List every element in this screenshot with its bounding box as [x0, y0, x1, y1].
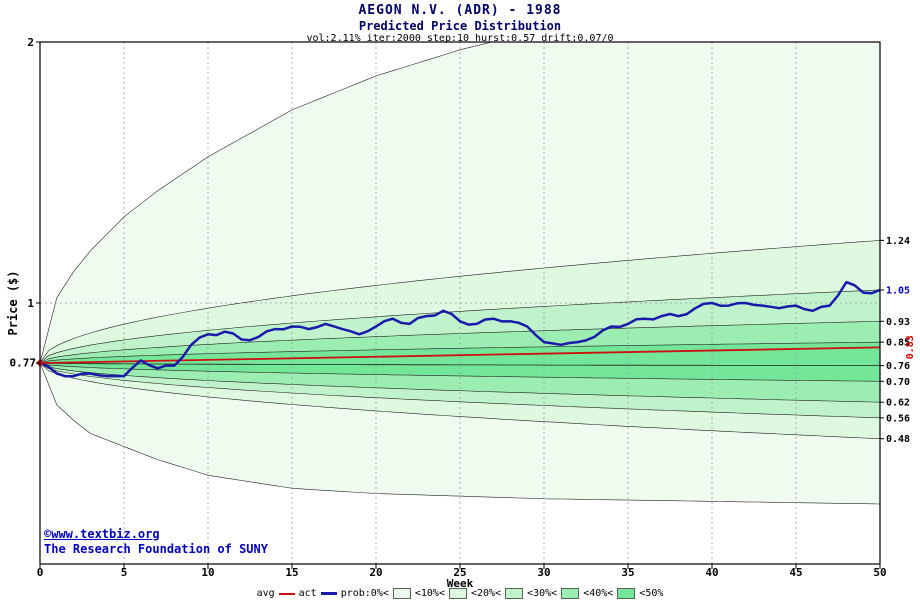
- chart-title: AEGON N.V. (ADR) - 1988: [358, 3, 562, 18]
- right-axis-label: 1.05: [886, 285, 910, 296]
- legend-swatch: [448, 588, 467, 599]
- y-tick-label: 1: [27, 297, 34, 310]
- legend-label: act: [298, 588, 317, 599]
- right-axis-label: 0.62: [886, 398, 910, 409]
- legend-swatch: [561, 588, 580, 599]
- x-tick-label: 5: [121, 566, 128, 579]
- y-tick-label: 2: [27, 36, 34, 49]
- band-boundary-line: [40, 289, 880, 364]
- legend-label: <40%<: [583, 588, 614, 599]
- right-axis-label: 0.93: [886, 317, 910, 328]
- legend-label: avg: [256, 588, 275, 599]
- right-axis-label: 0.56: [886, 413, 910, 424]
- x-tick-label: 30: [537, 566, 550, 579]
- x-tick-label: 45: [789, 566, 802, 579]
- legend-label: <20%<: [470, 588, 502, 599]
- chart-watermark: ©www.textbiz.org The Research Foundation…: [44, 527, 268, 557]
- band-boundary-line: [40, 362, 880, 505]
- legend-swatch: [505, 588, 524, 599]
- x-axis-title: Week: [446, 577, 474, 590]
- median-line: [40, 362, 880, 366]
- band-boundary-line: [40, 240, 880, 364]
- legend-label: <50%: [639, 588, 664, 599]
- right-axis-label: 1.24: [886, 236, 910, 247]
- x-tick-label: 40: [705, 566, 718, 579]
- chart-header: AEGON N.V. (ADR) - 1988 Predicted Price …: [0, 3, 920, 45]
- x-tick-label: 20: [369, 566, 382, 579]
- chart-legend: avg act prob:0%< <10%< <20%< <30%< <40%< <50%: [0, 588, 920, 599]
- right-axis-label: 0.48: [886, 434, 910, 445]
- x-tick-label: 25: [453, 566, 466, 579]
- start-price-label: 0.77: [10, 357, 37, 370]
- x-tick-label: 15: [285, 566, 298, 579]
- legend-label: <30%<: [527, 588, 558, 599]
- probability-band: [40, 289, 880, 363]
- legend-label: prob:0%<: [340, 588, 389, 599]
- band-boundary-line: [40, 362, 880, 403]
- avg-end-label: 0.83: [905, 335, 916, 359]
- x-tick-label: 35: [621, 566, 634, 579]
- y-axis-title: Price ($): [6, 270, 20, 336]
- legend-avg-line: [278, 592, 295, 595]
- band-boundary-line: [40, 362, 880, 439]
- legend-swatch: [617, 588, 636, 599]
- right-axis-label: 0.70: [886, 377, 910, 388]
- legend-swatch: [392, 588, 411, 599]
- chart-parameters: vol:2.11% iter:2000 step:10 hurst:0.57 d…: [306, 32, 614, 44]
- band-boundary-line: [40, 42, 493, 364]
- x-tick-label: 50: [873, 566, 886, 579]
- right-axis-label: 0.85: [886, 338, 910, 349]
- x-tick-label: 0: [37, 566, 44, 579]
- chart-subtitle: Predicted Price Distribution: [358, 18, 562, 33]
- legend-act-line: [320, 592, 337, 595]
- grid-layer: [40, 42, 880, 564]
- lines-layer: [40, 280, 880, 378]
- probability-band: [40, 363, 880, 418]
- legend-label: <10%<: [414, 588, 445, 599]
- copyright-link[interactable]: ©www.textbiz.org: [44, 527, 160, 541]
- probability-band: [40, 363, 880, 439]
- x-tick-label: 10: [201, 566, 214, 579]
- copyright-org: The Research Foundation of SUNY: [44, 542, 268, 556]
- right-axis-label: 0.76: [886, 361, 910, 372]
- act-line: [40, 280, 880, 378]
- probability-band: [40, 240, 880, 363]
- band-boundary-line: [40, 362, 880, 382]
- band-boundary-line: [40, 362, 880, 419]
